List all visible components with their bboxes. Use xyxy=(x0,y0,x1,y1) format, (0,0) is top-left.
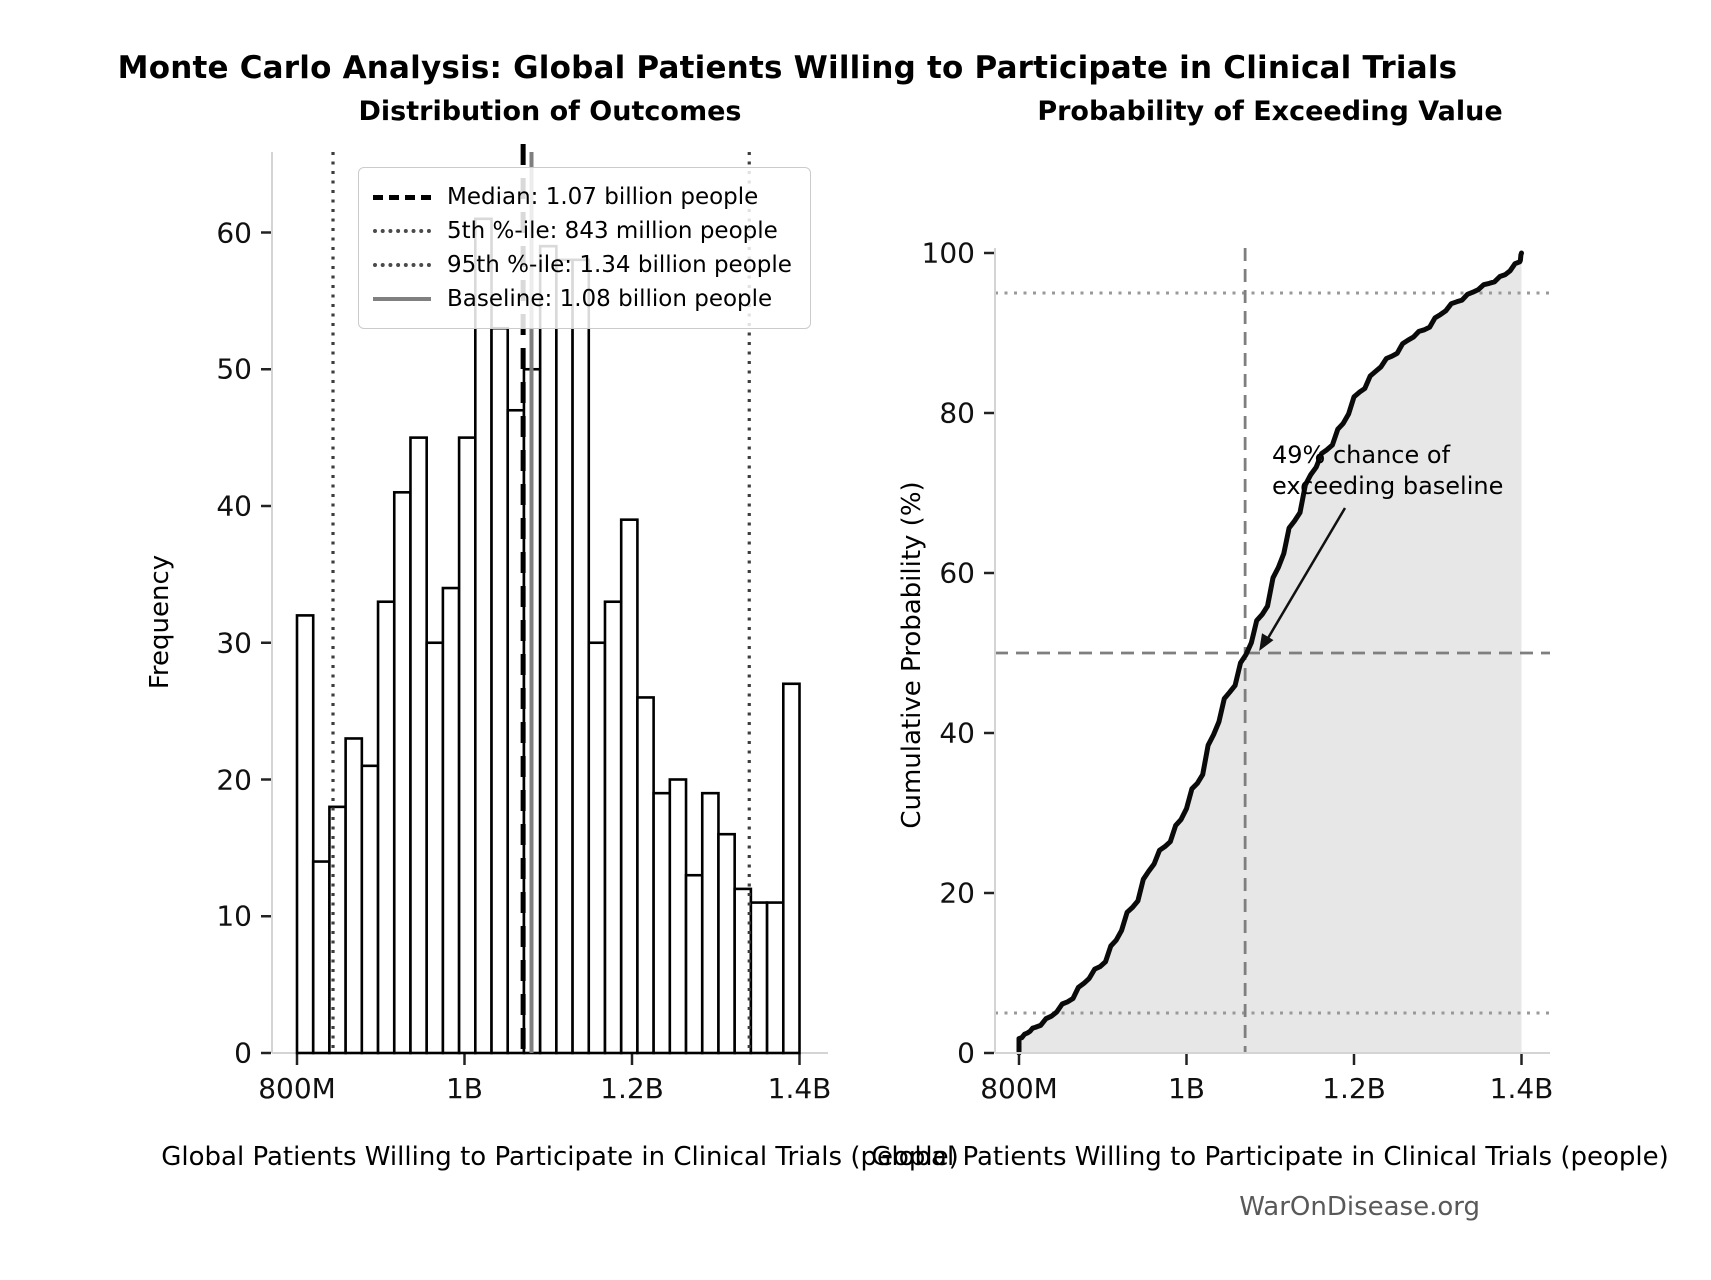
percentile-dotted-line-sample xyxy=(373,263,431,267)
baseline-solid-line-sample xyxy=(373,297,431,301)
hist-y-tick-label: 20 xyxy=(216,763,252,796)
hist-y-tick-label: 60 xyxy=(216,216,252,249)
hist-x-tick-label: 1B xyxy=(445,1072,484,1105)
cdf-x-axis-label: Global Patients Willing to Participate i… xyxy=(871,1142,1669,1172)
cdf-x-tick-label: 800M xyxy=(980,1072,1058,1105)
hist-y-tick-label: 10 xyxy=(216,899,252,933)
hist-x-tick-label: 1.4B xyxy=(767,1072,832,1105)
legend-label: 5th %-ile: 843 million people xyxy=(447,218,778,244)
cdf-y-tick-label: 100 xyxy=(921,236,975,270)
legend-label: Baseline: 1.08 billion people xyxy=(447,286,773,312)
legend-item-95th-percentile: 95th %-ile: 1.34 billion people xyxy=(373,248,792,282)
cdf-y-axis-label: Cumulative Probability (%) xyxy=(897,481,927,829)
legend-item-5th-percentile: 5th %-ile: 843 million people xyxy=(373,214,792,248)
cdf-y-tick-label: 20 xyxy=(939,876,975,910)
cdf-title: Probability of Exceeding Value xyxy=(1037,96,1503,127)
histogram-title: Distribution of Outcomes xyxy=(358,96,742,127)
legend-label: Median: 1.07 billion people xyxy=(447,184,759,210)
hist-y-tick-label: 50 xyxy=(216,352,252,386)
hist-y-tick-label: 30 xyxy=(216,626,252,660)
cdf-y-tick-label: 80 xyxy=(939,396,975,430)
hist-y-tick-label: 0 xyxy=(234,1036,252,1070)
watermark-source: WarOnDisease.org xyxy=(1239,1192,1480,1222)
histogram-y-axis-label: Frequency xyxy=(145,554,175,690)
cdf-x-tick-label: 1B xyxy=(1167,1072,1206,1105)
cdf-y-tick-label: 60 xyxy=(939,556,975,590)
median-dashed-line-sample xyxy=(373,194,431,200)
cdf-annotation: 49% chance of exceeding baseline xyxy=(1272,440,1503,502)
percentile-dotted-line-sample xyxy=(373,229,431,233)
histogram-x-axis-label: Global Patients Willing to Participate i… xyxy=(161,1142,959,1172)
hist-x-tick-label: 800M xyxy=(258,1072,336,1105)
legend-label: 95th %-ile: 1.34 billion people xyxy=(447,252,792,278)
legend-item-baseline: Baseline: 1.08 billion people xyxy=(373,282,792,316)
annotation-line-1: 49% chance of xyxy=(1272,441,1451,469)
annotation-line-2: exceeding baseline xyxy=(1272,472,1504,500)
histogram-legend: Median: 1.07 billion people 5th %-ile: 8… xyxy=(358,167,811,329)
cdf-x-tick-label: 1.2B xyxy=(1322,1072,1386,1105)
legend-item-median: Median: 1.07 billion people xyxy=(373,180,792,214)
cdf-y-tick-label: 40 xyxy=(939,716,975,750)
figure-title: Monte Carlo Analysis: Global Patients Wi… xyxy=(117,50,1458,86)
cdf-x-tick-label: 1.4B xyxy=(1489,1072,1554,1105)
cdf-y-tick-label: 0 xyxy=(957,1036,975,1070)
hist-y-tick-label: 40 xyxy=(216,489,252,523)
hist-x-tick-label: 1.2B xyxy=(600,1072,664,1105)
